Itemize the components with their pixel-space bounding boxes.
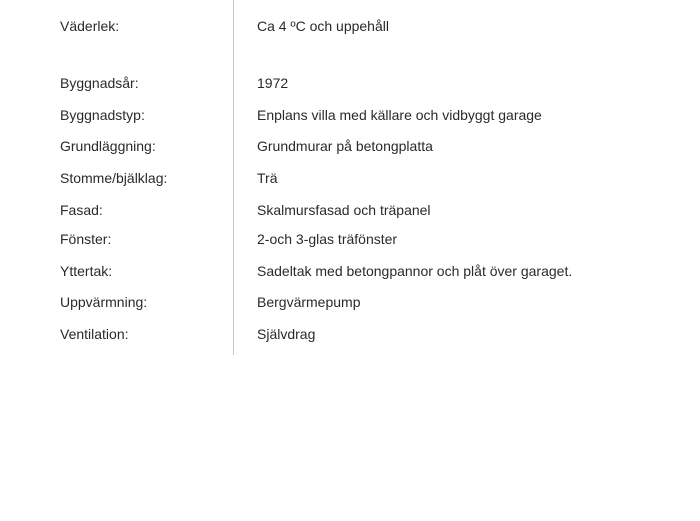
roof-value: Sadeltak med betongpannor och plåt över … xyxy=(257,263,572,280)
facade-value: Skalmursfasad och träpanel xyxy=(257,202,572,219)
ventilation-label: Ventilation: xyxy=(60,326,233,343)
year-value: 1972 xyxy=(257,75,572,92)
property-details: Väderlek: Byggnadsår: Byggnadstyp: Grund… xyxy=(0,0,700,343)
frame-value: Trä xyxy=(257,170,572,187)
windows-label: Fönster: xyxy=(60,231,233,248)
foundation-value: Grundmurar på betongplatta xyxy=(257,138,572,155)
ventilation-value: Självdrag xyxy=(257,326,572,343)
facade-label: Fasad: xyxy=(60,202,233,219)
year-label: Byggnadsår: xyxy=(60,75,233,92)
heating-label: Uppvärmning: xyxy=(60,294,233,311)
roof-label: Yttertak: xyxy=(60,263,233,280)
windows-value: 2-och 3-glas träfönster xyxy=(257,231,572,248)
type-value: Enplans villa med källare och vidbyggt g… xyxy=(257,107,572,124)
values-column: Ca 4 ºC och uppehåll 1972 Enplans villa … xyxy=(233,18,572,343)
foundation-label: Grundläggning: xyxy=(60,138,233,155)
type-label: Byggnadstyp: xyxy=(60,107,233,124)
weather-value: Ca 4 ºC och uppehåll xyxy=(257,18,572,35)
heating-value: Bergvärmepump xyxy=(257,294,572,311)
labels-column: Väderlek: Byggnadsår: Byggnadstyp: Grund… xyxy=(60,18,233,343)
weather-label: Väderlek: xyxy=(60,18,233,35)
vertical-divider xyxy=(233,0,234,355)
frame-label: Stomme/bjälklag: xyxy=(60,170,233,187)
